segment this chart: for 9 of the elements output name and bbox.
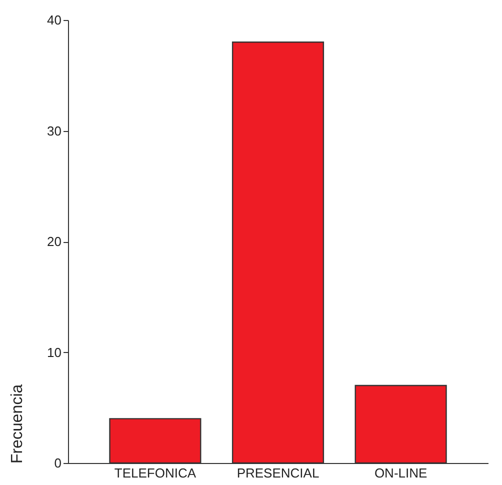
y-tick-label: 20 <box>47 234 62 249</box>
y-tick-label: 0 <box>54 456 62 470</box>
x-tick-label: PRESENCIAL <box>236 466 320 480</box>
y-tick-label: 30 <box>47 123 62 138</box>
y-tick-label: 40 <box>47 12 62 28</box>
x-tick-label: TELEFONICA <box>114 466 196 480</box>
x-tick-label: ON-LINE <box>374 466 428 480</box>
y-tick-label: 10 <box>47 344 62 360</box>
y-axis-title: Frecuencia <box>9 384 26 464</box>
